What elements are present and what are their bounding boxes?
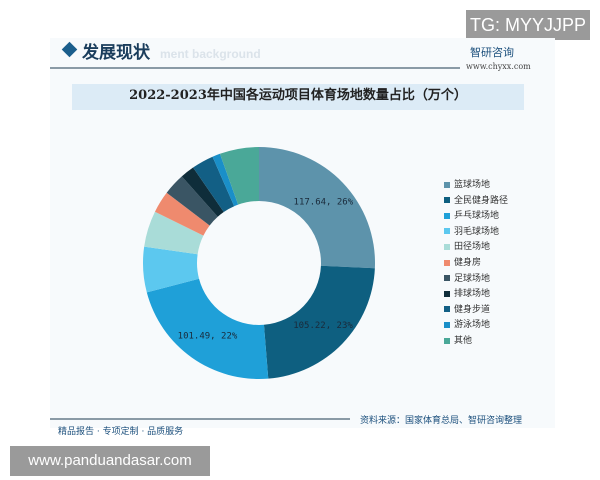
footer-divider — [50, 418, 350, 420]
logo-url: www.chyxx.com — [466, 62, 531, 71]
slice-10 — [219, 147, 259, 205]
legend-label: 乒乓球场地 — [454, 211, 500, 222]
legend-item: 全民健身路径 — [444, 194, 508, 208]
header-divider — [50, 67, 460, 69]
legend-label: 健身房 — [454, 258, 482, 268]
slice-4 — [144, 211, 204, 255]
legend-item: 排球场地 — [444, 287, 490, 301]
source-note: 资料来源：国家体育总局、智研咨询整理 — [360, 416, 523, 426]
legend-label: 健身步道 — [454, 304, 491, 315]
legend-swatch — [444, 259, 450, 266]
data-label: 101.49, 22% — [178, 332, 238, 342]
logo: 智研咨询 — [470, 46, 514, 59]
legend-swatch — [444, 228, 450, 235]
legend-label: 全民健身路径 — [454, 195, 509, 206]
slice-7 — [181, 167, 224, 217]
legend-label: 游泳场地 — [454, 320, 491, 331]
legend-item: 乒乓球场地 — [444, 209, 499, 223]
legend-item: 篮球场地 — [444, 178, 490, 192]
slice-0 — [259, 147, 375, 269]
title-band — [72, 84, 524, 110]
watermark-top: TG: MYYJJPP — [466, 10, 590, 40]
legend-item: 羽毛球场地 — [444, 225, 499, 239]
legend-swatch — [444, 321, 450, 328]
legend-item: 足球场地 — [444, 272, 490, 286]
legend-label: 足球场地 — [454, 273, 491, 284]
legend-item: 健身步道 — [444, 303, 490, 317]
chart-title: 2022-2023年中国各运动项目体育场地数量占比（万个） — [129, 88, 467, 103]
slice-9 — [212, 153, 239, 207]
data-label: 117.64, 26% — [294, 198, 354, 208]
background-word: ment background — [160, 47, 261, 61]
slice-2 — [146, 278, 269, 379]
footer-slogan: 精品报告 · 专项定制 · 品质服务 — [58, 427, 184, 437]
legend-swatch — [444, 337, 450, 344]
legend-swatch — [444, 306, 450, 313]
slice-1 — [263, 265, 375, 379]
data-label: 105.22, 23% — [293, 321, 353, 331]
section-title: 发展现状 — [82, 43, 150, 63]
legend-swatch — [444, 290, 450, 297]
legend-label: 篮球场地 — [454, 180, 491, 190]
legend-swatch — [444, 243, 450, 250]
legend-swatch — [444, 181, 450, 188]
legend-label: 羽毛球场地 — [454, 226, 500, 237]
slice-6 — [166, 176, 218, 226]
slice-8 — [193, 156, 235, 212]
legend-label: 其他 — [454, 336, 473, 346]
legend-label: 田径场地 — [454, 242, 491, 253]
legend-label: 排球场地 — [454, 289, 491, 300]
legend-swatch — [444, 197, 450, 204]
legend-item: 健身房 — [444, 256, 481, 270]
slice-3 — [142, 246, 200, 293]
slice-5 — [154, 192, 210, 236]
legend-item: 其他 — [444, 334, 472, 348]
legend-item: 游泳场地 — [444, 318, 490, 332]
legend-swatch — [444, 212, 450, 219]
legend-item: 田径场地 — [444, 240, 490, 254]
legend-swatch — [444, 275, 450, 282]
watermark-bottom: www.panduandasar.com — [10, 446, 210, 476]
